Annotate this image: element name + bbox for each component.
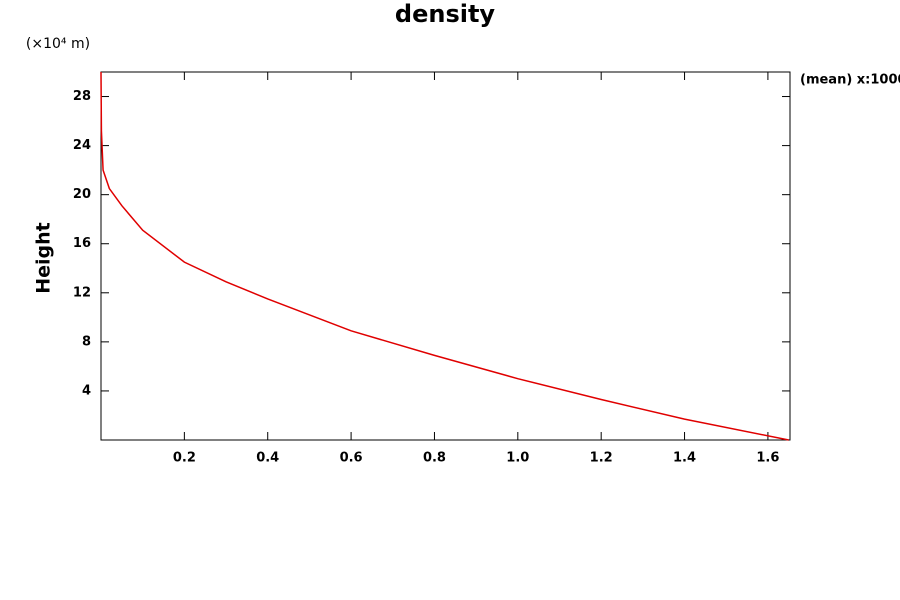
y-tick-label: 16 (73, 236, 91, 251)
annotation: (mean) x:1000 (800, 73, 900, 88)
x-tick-label: 1.2 (590, 451, 613, 466)
y-axis-label: Height (33, 222, 55, 294)
x-tick-label: 0.2 (173, 451, 196, 466)
y-tick-label: 8 (82, 334, 91, 349)
x-tick-label: 1.4 (673, 451, 696, 466)
y-tick-label: 20 (73, 187, 91, 202)
y-unit: (×10⁴ m) (26, 36, 90, 52)
x-tick-label: 1.0 (506, 451, 529, 466)
x-tick-label: 0.4 (256, 451, 279, 466)
y-tick-label: 12 (73, 285, 91, 300)
x-tick-label: 1.6 (756, 451, 779, 466)
x-tick-label: 0.8 (423, 451, 446, 466)
y-tick-label: 4 (82, 383, 91, 398)
data-line (100, 71, 789, 441)
chart-title: density (395, 0, 496, 28)
y-tick-label: 28 (73, 89, 91, 104)
y-tick-label: 24 (73, 138, 91, 153)
x-tick-label: 0.6 (340, 451, 363, 466)
plot-frame (100, 71, 791, 441)
